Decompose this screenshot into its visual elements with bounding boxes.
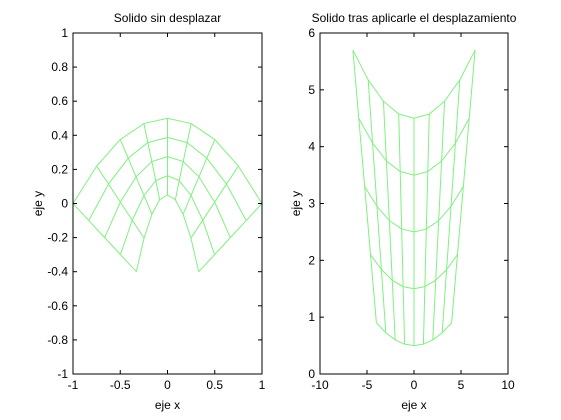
y-tick-label: 4 (308, 140, 315, 154)
mesh-line (352, 50, 377, 323)
mesh-line (367, 79, 387, 333)
x-tick-label: -5 (362, 378, 373, 392)
y-tick-label: 0 (308, 367, 315, 381)
mesh-line (143, 123, 161, 200)
x-axis-label: eje x (401, 398, 426, 412)
y-tick-label: 0.8 (51, 60, 68, 74)
y-tick-label: -1 (57, 367, 68, 381)
y-axis-label: eje y (31, 191, 45, 216)
mesh-line (190, 165, 239, 239)
y-tick-label: 2 (308, 253, 315, 267)
x-tick-label: -1 (68, 378, 79, 392)
x-tick-label: -10 (311, 378, 329, 392)
y-tick-label: 5 (308, 83, 315, 97)
y-axis-label: eje y (289, 191, 303, 216)
mesh-line (432, 101, 446, 340)
x-tick-label: -0.5 (110, 378, 131, 392)
axes: -1 -0.5 0 0.5 1 -1 -0.8 -0.6 -0.4 -0.2 0 0.2 0.4 0.6 0… (31, 11, 266, 412)
mesh-line (441, 79, 461, 333)
x-tick-label: 1 (259, 378, 266, 392)
x-tick-label: 5 (458, 378, 465, 392)
mesh-line (72, 203, 137, 273)
mesh-line (182, 139, 216, 215)
mesh-line (382, 101, 396, 340)
y-tick-label: -0.6 (47, 299, 68, 313)
x-tick-label: 0.5 (206, 378, 223, 392)
y-tick-label: 0.4 (51, 128, 68, 142)
y-tick-label: 6 (308, 26, 315, 40)
mesh-line (174, 123, 192, 200)
x-tick-label: 10 (501, 378, 515, 392)
axes-title: Solido sin desplazar (114, 11, 221, 25)
y-tick-label: 1 (308, 310, 315, 324)
mesh-line (422, 113, 430, 345)
y-tick-label: -0.4 (47, 265, 68, 279)
axes-title: Solido tras aplicarle el desplazamiento (312, 11, 517, 25)
mesh-line (96, 165, 145, 239)
x-axis-label: eje x (155, 398, 180, 412)
x-tick-label: 0 (164, 378, 171, 392)
y-tick-label: 0.2 (51, 162, 68, 176)
mesh-line (451, 50, 476, 323)
x-tick-label: 0 (411, 378, 418, 392)
mesh-line (352, 49, 476, 119)
axes-frame (72, 32, 263, 375)
y-tick-label: 0.6 (51, 94, 68, 108)
mesh-line (135, 194, 200, 272)
mesh-line (398, 113, 406, 345)
y-tick-label: 0 (61, 197, 68, 211)
y-tick-label: 1 (61, 26, 68, 40)
mesh-line (198, 203, 263, 273)
y-tick-label: -0.2 (47, 231, 68, 245)
mesh-line (119, 139, 153, 215)
y-tick-label: 3 (308, 197, 315, 211)
y-tick-label: -0.8 (47, 333, 68, 347)
